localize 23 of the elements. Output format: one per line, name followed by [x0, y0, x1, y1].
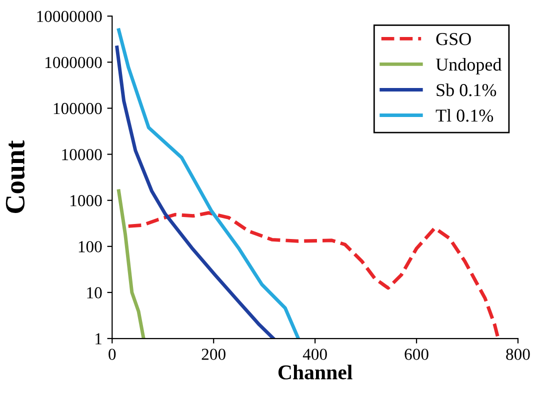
x-tick-label: 600: [404, 348, 428, 360]
line-series: [115, 46, 276, 339]
x-axis-title: Channel: [278, 364, 352, 380]
line-series: [117, 189, 146, 339]
line-series: [117, 28, 300, 339]
x-tick-label: 800: [506, 348, 530, 360]
y-tick-label: 10000000: [37, 10, 102, 22]
legend-label: GSO: [436, 33, 471, 46]
legend-label: Sb 0.1%: [436, 84, 496, 96]
line-series: [126, 211, 500, 339]
x-tick-label: 400: [302, 348, 327, 360]
y-tick-label: 100000: [54, 102, 102, 114]
y-tick-label: 1000: [70, 195, 102, 206]
x-tick-label: 200: [202, 348, 226, 360]
y-tick-label: 1: [96, 333, 102, 344]
y-tick-label: 100: [78, 241, 102, 252]
legend-label: Tl 0.1%: [436, 109, 494, 122]
legend-label: Undoped: [436, 58, 502, 74]
y-tick-label: 1000000: [46, 56, 102, 68]
y-axis-title: Count: [6, 140, 25, 214]
y-tick-label: 10000: [62, 148, 102, 160]
x-tick-label: 0: [108, 348, 116, 360]
y-tick-label: 10: [87, 287, 102, 298]
